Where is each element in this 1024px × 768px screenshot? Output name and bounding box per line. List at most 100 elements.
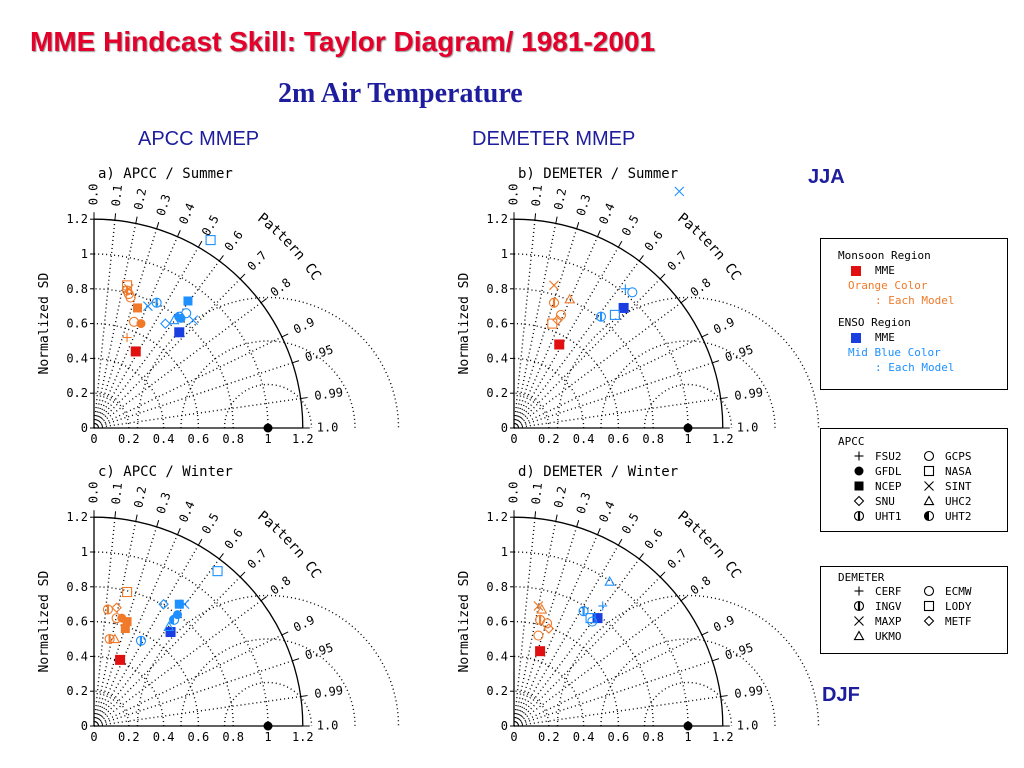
legend-item: CERF [854, 585, 902, 598]
sd-arc [513, 253, 689, 429]
data-point [111, 602, 122, 613]
data-point [133, 303, 142, 313]
season-label-djf: DJF [822, 684, 860, 706]
sd-arc [93, 322, 200, 429]
x-tick-label: 0.4 [153, 730, 175, 744]
cc-ray [513, 302, 682, 429]
pattern-cc-label: Pattern CC [674, 508, 744, 581]
legend-enso-color: Mid Blue Color [848, 346, 941, 359]
cc-ray [93, 223, 137, 429]
rms-arc [136, 296, 400, 429]
data-point [533, 630, 544, 641]
data-point [674, 186, 685, 197]
cc-tick-label: 0.95 [303, 640, 335, 662]
cc-tick [638, 553, 644, 560]
x-tick-label: 0.2 [538, 432, 560, 446]
data-point [123, 283, 134, 294]
data-point [109, 633, 121, 644]
cc-ray [93, 236, 179, 429]
cc-tick [135, 216, 138, 224]
sd-arc [93, 586, 234, 727]
legend-item: GCPS [923, 450, 972, 463]
cc-tick-label: 0.6 [642, 228, 666, 254]
data-point [104, 633, 115, 645]
y-tick-label: 0 [81, 719, 88, 733]
cc-tick-label: 0.0 [507, 482, 521, 504]
x-tick-label: 0 [90, 730, 97, 744]
pattern-cc-label: Pattern CC [254, 508, 324, 581]
cc-tick-label: 0.0 [87, 184, 101, 206]
cc-tick [638, 255, 644, 262]
cc-tick-label: 0.9 [711, 613, 737, 635]
data-point [548, 297, 560, 308]
x-tick-label: 0 [510, 432, 517, 446]
data-point [535, 646, 546, 657]
sd-arc [93, 253, 269, 429]
y-axis-label: Normalized SD [457, 273, 472, 375]
cc-tick-label: 0.6 [642, 526, 666, 552]
data-point [120, 624, 130, 634]
cc-tick-label: 0.1 [109, 184, 125, 207]
cc-tick [680, 596, 687, 602]
y-tick-label: 1.2 [66, 510, 88, 524]
cc-ray [93, 278, 241, 429]
x-tick-label: 0 [90, 432, 97, 446]
legend-item: NASA [923, 465, 972, 478]
cc-tick-label: 0.1 [529, 184, 545, 207]
cc-ray [93, 397, 301, 429]
x-tick-label: 0.2 [118, 730, 140, 744]
cc-tick [114, 213, 117, 221]
legend-region: Monsoon Region MME Orange Color : Each M… [820, 238, 1008, 390]
legend-item: GFDL [854, 465, 902, 478]
column-heading-apcc: APCC MMEP [138, 128, 260, 150]
y-tick-label: 1 [501, 545, 508, 559]
y-tick-label: 0.4 [66, 351, 88, 365]
legend-item: SINT [924, 480, 972, 493]
legend-apcc-title: APCC [838, 435, 865, 448]
cc-tick-label: 0.3 [154, 193, 174, 218]
reference-point [683, 721, 693, 731]
data-point [535, 614, 546, 625]
cc-ray [513, 526, 578, 727]
panel-title: c) APCC / Winter [98, 464, 233, 480]
legend-enso-title: ENSO Region [838, 316, 911, 329]
cc-tick [576, 520, 580, 527]
cc-tick-label: 0.8 [268, 573, 294, 597]
cc-tick [712, 658, 720, 662]
cc-ray [93, 220, 116, 429]
x-tick-label: 0.8 [222, 432, 244, 446]
cc-tick-label: 0.3 [574, 491, 594, 516]
x-tick-label: 0.8 [642, 432, 664, 446]
legend-item-label: SNU [875, 495, 895, 508]
data-point [578, 606, 589, 617]
cc-ray [93, 576, 241, 727]
data-point [533, 601, 544, 611]
data-point [130, 346, 141, 357]
cc-tick [720, 695, 728, 698]
data-point [122, 586, 133, 598]
x-tick-label: 0.2 [118, 432, 140, 446]
cc-tick [114, 511, 117, 519]
cc-tick-label: 0.7 [665, 546, 690, 571]
cc-ray [513, 260, 640, 429]
cc-tick [292, 658, 300, 662]
legend-item: INGV [853, 600, 902, 613]
x-tick-label: 1 [264, 432, 271, 446]
legend-item: NCEP [854, 480, 902, 493]
y-tick-label: 0.8 [66, 282, 88, 296]
cc-ray [513, 362, 713, 429]
y-tick-label: 0.6 [66, 317, 88, 331]
cc-ray [93, 521, 137, 727]
cc-tick-label: 0.0 [87, 482, 101, 504]
outer-arc [513, 218, 724, 429]
cc-tick [135, 514, 138, 522]
y-axis-label: Normalized SD [37, 571, 52, 673]
x-tick-label: 1 [684, 432, 691, 446]
legend-enso-mme: MME [875, 331, 895, 344]
legend-item-label: METF [945, 615, 972, 628]
data-point [122, 333, 132, 343]
x-tick-label: 0.6 [188, 432, 210, 446]
cc-ray [513, 228, 578, 429]
cc-ray [93, 336, 283, 429]
cc-tick [239, 273, 246, 280]
